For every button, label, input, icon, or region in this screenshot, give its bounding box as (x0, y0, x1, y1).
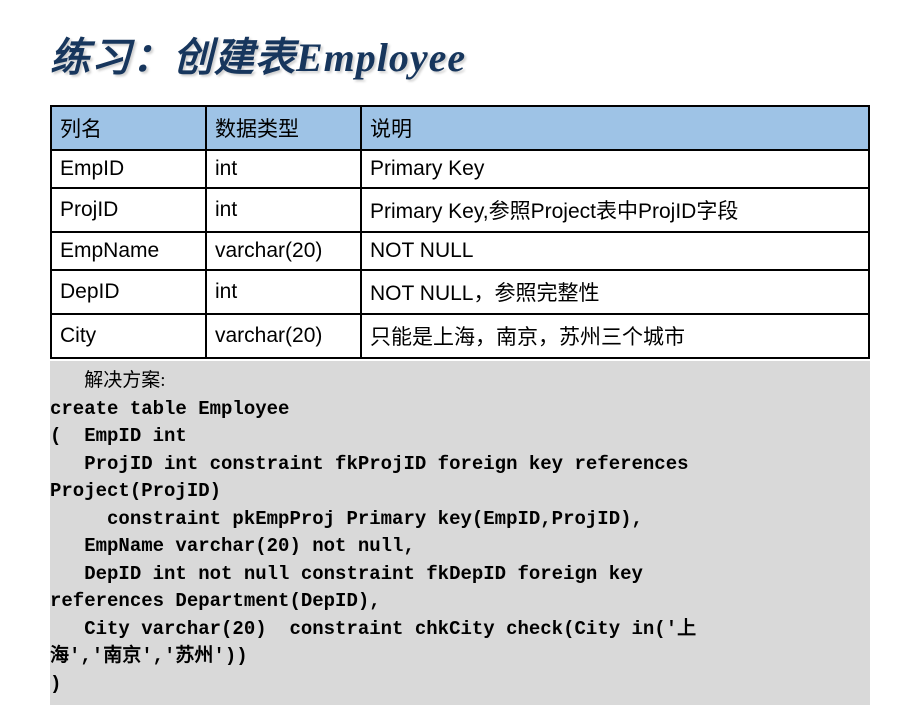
code-line: EmpName varchar(20) not null, (50, 535, 415, 557)
table-row: ProjID int Primary Key,参照Project表中ProjID… (51, 188, 869, 232)
code-line: Project(ProjID) (50, 480, 221, 502)
code-line: DepID int not null constraint fkDepID fo… (50, 563, 643, 585)
cell-desc: NOT NULL (361, 232, 869, 270)
code-line: constraint pkEmpProj Primary key(EmpID,P… (50, 508, 643, 530)
cell-desc: Primary Key,参照Project表中ProjID字段 (361, 188, 869, 232)
code-line: references Department(DepID), (50, 590, 381, 612)
cell-desc: Primary Key (361, 150, 869, 188)
cell-name: City (51, 314, 206, 358)
table-row: EmpID int Primary Key (51, 150, 869, 188)
cell-name: DepID (51, 270, 206, 314)
code-line: 海','南京','苏州')) (50, 645, 248, 667)
table-row: EmpName varchar(20) NOT NULL (51, 232, 869, 270)
schema-table: 列名 数据类型 说明 EmpID int Primary Key ProjID … (50, 105, 870, 359)
header-col-desc: 说明 (361, 106, 869, 150)
code-line: ( EmpID int (50, 425, 187, 447)
header-col-name: 列名 (51, 106, 206, 150)
cell-name: ProjID (51, 188, 206, 232)
cell-type: int (206, 188, 361, 232)
code-line: ProjID int constraint fkProjID foreign k… (50, 453, 689, 475)
cell-desc: 只能是上海，南京，苏州三个城市 (361, 314, 869, 358)
code-line: City varchar(20) constraint chkCity chec… (50, 618, 696, 640)
code-line: create table Employee (50, 398, 289, 420)
code-line: ) (50, 673, 61, 695)
slide-title: 练习：创建表Employee (50, 25, 870, 83)
cell-name: EmpName (51, 232, 206, 270)
code-block: 解决方案: create table Employee ( EmpID int … (50, 361, 870, 705)
table-row: DepID int NOT NULL，参照完整性 (51, 270, 869, 314)
code-label: 解决方案: (84, 370, 165, 391)
cell-type: int (206, 270, 361, 314)
cell-type: varchar(20) (206, 314, 361, 358)
table-row: City varchar(20) 只能是上海，南京，苏州三个城市 (51, 314, 869, 358)
header-col-type: 数据类型 (206, 106, 361, 150)
cell-name: EmpID (51, 150, 206, 188)
table-header-row: 列名 数据类型 说明 (51, 106, 869, 150)
cell-type: int (206, 150, 361, 188)
slide-container: 练习：创建表Employee 列名 数据类型 说明 EmpID int Prim… (0, 0, 920, 690)
cell-type: varchar(20) (206, 232, 361, 270)
cell-desc: NOT NULL，参照完整性 (361, 270, 869, 314)
